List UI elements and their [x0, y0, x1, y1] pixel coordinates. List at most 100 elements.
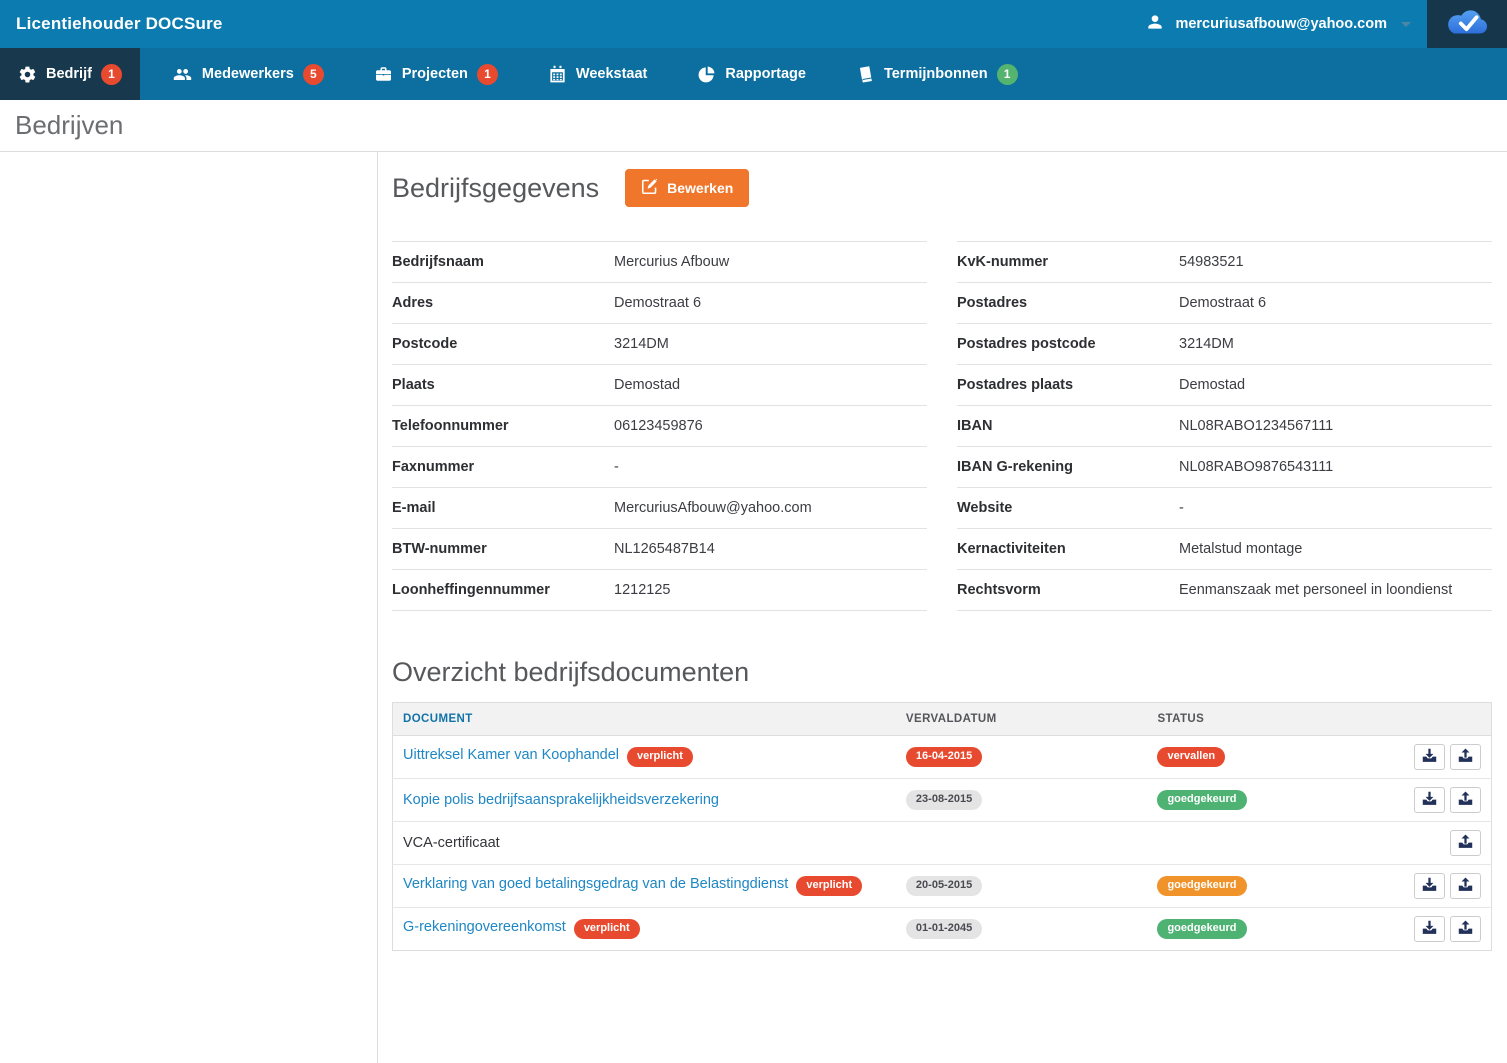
- upload-icon: [1457, 833, 1474, 853]
- field-value: NL08RABO9876543111: [1179, 459, 1334, 475]
- due-date-badge: 01-01-2045: [905, 919, 983, 939]
- field-row: BTW-nummer NL1265487B14: [392, 529, 927, 570]
- due-date-badge: 16-04-2015: [905, 747, 983, 767]
- field-row: Rechtsvorm Eenmanszaak met personeel in l…: [957, 570, 1492, 611]
- document-cell: VCA-certificaat: [392, 821, 896, 865]
- field-row: Postcode 3214DM: [392, 324, 927, 365]
- due-date-badge: 23-08-2015: [905, 790, 983, 810]
- status-cell: goedgekeurd: [1147, 908, 1399, 951]
- document-link[interactable]: Kopie polis bedrijfsaansprakelijkheidsve…: [403, 792, 719, 808]
- chevron-down-icon[interactable]: [1401, 21, 1411, 27]
- sync-status-button[interactable]: [1427, 0, 1507, 48]
- download-button[interactable]: [1414, 873, 1445, 899]
- page-title: Bedrijven: [15, 110, 124, 140]
- company-details-section: Bedrijfsgegevens Bewerken Bedrijfsnaam Me…: [392, 169, 1492, 611]
- status-badge: goedgekeurd: [1157, 919, 1247, 939]
- field-value: -: [1179, 500, 1184, 516]
- user-email[interactable]: mercuriusafbouw@yahoo.com: [1175, 16, 1387, 32]
- field-value: 3214DM: [1179, 336, 1234, 352]
- field-row: Postadres Demostraat 6: [957, 283, 1492, 324]
- field-row: Loonheffingennummer 1212125: [392, 570, 927, 611]
- count-badge: 1: [996, 63, 1018, 85]
- tab-termijnbonnen[interactable]: Termijnbonnen 1: [838, 48, 1036, 100]
- field-value: NL1265487B14: [614, 541, 715, 557]
- field-row: Telefoonnummer 06123459876: [392, 406, 927, 447]
- edit-button[interactable]: Bewerken: [625, 169, 750, 207]
- actions-cell: [1398, 821, 1492, 865]
- field-row: IBAN G-rekening NL08RABO9876543111: [957, 447, 1492, 488]
- user-menu[interactable]: mercuriusafbouw@yahoo.com: [1145, 12, 1411, 37]
- status-badge: goedgekeurd: [1157, 876, 1247, 896]
- main-nav: Bedrijf 1 Medewerkers 5 Projecten 1 Weekstaat R…: [0, 48, 1507, 100]
- status-cell: vervallen: [1147, 735, 1399, 779]
- field-value: 54983521: [1179, 254, 1244, 270]
- field-value: 06123459876: [614, 418, 703, 434]
- due-date-cell: 23-08-2015: [895, 778, 1148, 822]
- download-button[interactable]: [1414, 916, 1445, 942]
- download-button[interactable]: [1414, 744, 1445, 770]
- document-link[interactable]: Verklaring van goed betalingsgedrag van …: [403, 876, 789, 892]
- tab-rapportage[interactable]: Rapportage: [679, 48, 824, 100]
- upload-button[interactable]: [1450, 744, 1481, 770]
- left-panel: [0, 152, 378, 1063]
- cloud-check-icon: [1445, 7, 1489, 42]
- required-badge: verplicht: [627, 747, 693, 767]
- upload-button[interactable]: [1450, 873, 1481, 899]
- pencil-square-icon: [641, 178, 658, 198]
- column-header: DOCUMENT: [392, 702, 896, 736]
- field-label: Faxnummer: [392, 459, 475, 475]
- field-value: Demostraat 6: [614, 295, 702, 311]
- tab-label: Medewerkers: [201, 66, 294, 82]
- column-header: STATUS: [1147, 702, 1399, 736]
- document-cell: Uittreksel Kamer van Koophandel verplicht: [392, 735, 896, 779]
- field-label: Rechtsvorm: [957, 582, 1041, 598]
- field-value: Demostraat 6: [1179, 295, 1267, 311]
- tab-projecten[interactable]: Projecten 1: [356, 48, 516, 100]
- status-cell: goedgekeurd: [1147, 864, 1399, 908]
- document-cell: Kopie polis bedrijfsaansprakelijkheidsve…: [392, 778, 896, 822]
- page-header: Bedrijven: [0, 100, 1507, 152]
- field-row: Postadres plaats Demostad: [957, 365, 1492, 406]
- field-value: Eenmanszaak met personeel in loondienst: [1179, 582, 1453, 598]
- tab-bedrijf[interactable]: Bedrijf 1: [0, 48, 140, 100]
- field-value: -: [614, 459, 619, 475]
- upload-button[interactable]: [1450, 787, 1481, 813]
- document-link[interactable]: Uittreksel Kamer van Koophandel: [403, 747, 620, 763]
- download-button[interactable]: [1414, 787, 1445, 813]
- column-header: VERVALDATUM: [895, 702, 1148, 736]
- tab-label: Bedrijf: [46, 66, 92, 82]
- tab-medewerkers[interactable]: Medewerkers 5: [154, 48, 342, 100]
- due-date-cell: 16-04-2015: [895, 735, 1148, 779]
- upload-button[interactable]: [1450, 830, 1481, 856]
- gear-icon: [18, 65, 37, 84]
- field-row: Website -: [957, 488, 1492, 529]
- documents-table: DOCUMENT VERVALDATUM STATUS Uittreksel Kam…: [392, 702, 1492, 951]
- document-name: VCA-certificaat: [403, 835, 500, 851]
- field-label: KvK-nummer: [957, 254, 1049, 270]
- fields-column-left: Bedrijfsnaam Mercurius Afbouw Adres Demostr…: [392, 241, 927, 611]
- tab-label: Rapportage: [725, 66, 806, 82]
- tab-weekstaat[interactable]: Weekstaat: [530, 48, 665, 100]
- field-label: IBAN G-rekening: [957, 459, 1074, 475]
- document-link[interactable]: G-rekeningovereenkomst: [403, 919, 566, 935]
- field-label: Plaats: [392, 377, 435, 393]
- table-row: Uittreksel Kamer van Koophandel verplicht…: [392, 735, 1492, 779]
- count-badge: 5: [302, 63, 324, 85]
- upload-button[interactable]: [1450, 916, 1481, 942]
- field-label: E-mail: [392, 500, 436, 516]
- briefcase-icon: [374, 65, 393, 83]
- field-label: Postadres: [957, 295, 1028, 311]
- required-badge: verplicht: [796, 876, 863, 896]
- field-value: 1212125: [614, 582, 671, 598]
- main-content: Bedrijfsgegevens Bewerken Bedrijfsnaam Me…: [378, 152, 1507, 1063]
- field-label: Adres: [392, 295, 434, 311]
- field-value: NL08RABO1234567111: [1179, 418, 1334, 434]
- field-row: Plaats Demostad: [392, 365, 927, 406]
- field-value: MercuriusAfbouw@yahoo.com: [614, 500, 812, 516]
- documents-title: Overzicht bedrijfsdocumenten: [392, 657, 750, 687]
- field-row: KvK-nummer 54983521: [957, 241, 1492, 283]
- field-label: Bedrijfsnaam: [392, 254, 484, 270]
- download-icon: [1421, 876, 1438, 896]
- field-value: Mercurius Afbouw: [614, 254, 730, 270]
